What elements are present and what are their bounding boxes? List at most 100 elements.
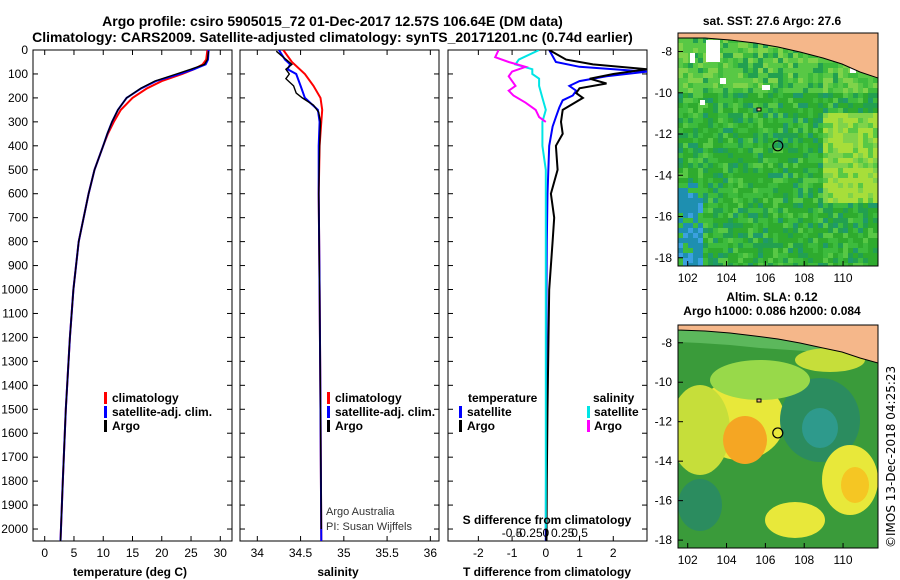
sst-cell (718, 48, 723, 53)
sst-cell (798, 108, 803, 113)
sst-cell (713, 128, 718, 133)
sst-cell (723, 183, 728, 188)
sst-cell (813, 173, 818, 178)
sst-cell (823, 63, 828, 68)
sst-cell (803, 263, 808, 266)
sst-cell (793, 123, 798, 128)
sst-cell (818, 193, 823, 198)
sst-cell (848, 238, 853, 243)
sst-cell (738, 223, 743, 228)
sst-cell (733, 133, 738, 138)
sst-cell (738, 73, 743, 78)
sst-cell (823, 98, 828, 103)
sst-cell (753, 253, 758, 258)
sst-cell (693, 233, 698, 238)
sst-cell (743, 258, 748, 263)
sst-cell (833, 223, 838, 228)
sst-cell (873, 178, 878, 183)
legend-label: Argo (112, 419, 140, 433)
sst-cell (703, 193, 708, 198)
sst-cell (758, 73, 763, 78)
sst-cell (688, 153, 693, 158)
sst-cell (808, 143, 813, 148)
sst-cell (758, 68, 763, 73)
missing-data-patch (850, 68, 856, 73)
sst-cell (743, 233, 748, 238)
sst-cell (848, 98, 853, 103)
sst-cell (688, 178, 693, 183)
sst-cell (683, 158, 688, 163)
sst-cell (708, 148, 713, 153)
sst-cell (708, 118, 713, 123)
sst-cell (698, 248, 703, 253)
sst-cell (743, 63, 748, 68)
sst-cell (828, 108, 833, 113)
sst-cell (808, 118, 813, 123)
sst-cell (758, 253, 763, 258)
sst-cell (713, 103, 718, 108)
sst-cell (693, 153, 698, 158)
sst-cell (693, 203, 698, 208)
sst-cell (693, 38, 698, 43)
sst-cell (733, 113, 738, 118)
sst-cell (843, 148, 848, 153)
sst-cell (698, 53, 703, 58)
sst-cell (708, 218, 713, 223)
sst-cell (763, 218, 768, 223)
sst-cell (703, 48, 708, 53)
sst-cell (798, 133, 803, 138)
sst-cell (798, 238, 803, 243)
sst-cell (708, 258, 713, 263)
sst-cell (828, 248, 833, 253)
sst-cell (798, 198, 803, 203)
sst-cell (763, 168, 768, 173)
sst-cell (688, 83, 693, 88)
sst-cell (683, 103, 688, 108)
sst-cell (833, 68, 838, 73)
sst-cell (728, 233, 733, 238)
altimetry-map: 102 104 106 108 110-8-10-12-14-16-18 (655, 324, 879, 567)
sst-cell (863, 153, 868, 158)
sst-cell (833, 173, 838, 178)
sst-cell (683, 48, 688, 53)
sst-cell (843, 243, 848, 248)
sst-cell (843, 198, 848, 203)
sst-cell (838, 133, 843, 138)
sst-cell (723, 203, 728, 208)
sst-cell (713, 208, 718, 213)
sst-cell (753, 133, 758, 138)
sst-cell (738, 148, 743, 153)
sst-cell (803, 253, 808, 258)
sst-cell (868, 243, 873, 248)
sst-cell (828, 238, 833, 243)
sst-cell (778, 53, 783, 58)
sst-cell (693, 158, 698, 163)
sst-cell (853, 98, 858, 103)
sst-cell (868, 108, 873, 113)
sst-cell (693, 53, 698, 58)
sst-cell (733, 63, 738, 68)
sst-cell (793, 213, 798, 218)
sst-cell (833, 253, 838, 258)
sst-cell (793, 113, 798, 118)
sst-cell (868, 218, 873, 223)
sst-cell (708, 68, 713, 73)
sst-cell (748, 133, 753, 138)
sst-cell (788, 68, 793, 73)
sst-cell (753, 208, 758, 213)
sst-cell (723, 93, 728, 98)
sst-cell (743, 48, 748, 53)
sst-cell (833, 133, 838, 138)
sst-cell (748, 248, 753, 253)
sst-cell (783, 143, 788, 148)
sst-cell (848, 113, 853, 118)
depth-tick-label: 1200 (1, 330, 28, 344)
sst-cell (833, 208, 838, 213)
sst-cell (728, 43, 733, 48)
legend-swatch-satellite (104, 406, 107, 418)
sst-cell (688, 163, 693, 168)
sst-cell (833, 63, 838, 68)
legend-swatch-climatology (104, 392, 107, 404)
sst-cell (848, 243, 853, 248)
sst-cell (698, 188, 703, 193)
